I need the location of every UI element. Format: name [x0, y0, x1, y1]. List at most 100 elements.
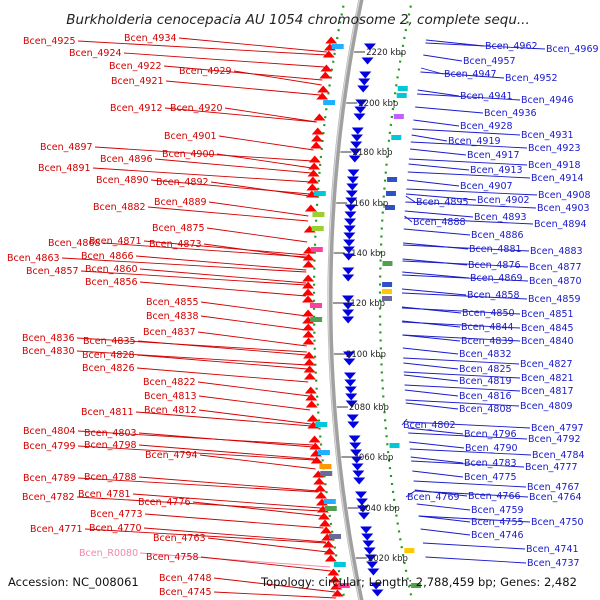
gene-label: Bcen_4941 — [460, 91, 513, 102]
gene-label: Bcen_4888 — [413, 217, 466, 228]
reverse-gene-arrow — [344, 386, 357, 394]
gene-label: Bcen_4797 — [531, 423, 584, 434]
gene-label: Bcen_4962 — [485, 41, 538, 52]
gene-label: Bcen_4881 — [469, 244, 522, 255]
leader-line — [200, 301, 307, 317]
gene-label: Bcen_4821 — [521, 373, 574, 384]
gene-label: Bcen_4830 — [22, 346, 75, 357]
reverse-gene-arrow — [349, 449, 362, 457]
reverse-gene-arrow — [343, 351, 356, 359]
leader-line — [403, 357, 520, 365]
gene-label: Bcen_4788 — [84, 472, 137, 483]
forward-gene-arrow — [319, 71, 332, 79]
map-title: Burkholderia cenocepacia AU 1054 chromos… — [66, 12, 530, 28]
leader-line — [418, 515, 471, 523]
forward-gene-arrow — [302, 274, 315, 282]
gene-features — [302, 36, 422, 597]
kbp-tick-label: 2020 kbp — [368, 554, 408, 564]
gene-label: Bcen_4839 — [461, 336, 514, 347]
leader-line — [425, 42, 546, 50]
leader-line — [402, 334, 461, 342]
reverse-gene-arrow — [342, 316, 355, 324]
leader-line — [405, 402, 459, 410]
leader-line — [403, 362, 459, 370]
kbp-ticks: 2220 kbp 2200 kbp 2180 kbp 2160 kbp 2140 kbp… — [333, 48, 408, 564]
leader-line — [165, 80, 321, 96]
leader-line — [150, 179, 310, 195]
reverse-gene-arrow — [343, 232, 356, 240]
forward-gene-arrow — [314, 484, 327, 492]
feature-box — [411, 583, 422, 588]
feature-box — [397, 86, 408, 91]
reverse-gene-arrow — [358, 78, 371, 86]
gene-label: Bcen_4758 — [146, 552, 199, 563]
reverse-gene-arrow — [367, 568, 380, 576]
gene-label: Bcen_4868 — [48, 238, 101, 249]
gene-label: Bcen_4775 — [464, 472, 517, 483]
leader-line — [80, 270, 307, 286]
gene-label: Bcen_4892 — [156, 177, 209, 188]
forward-gene-arrow — [320, 526, 333, 534]
forward-gene-arrow — [320, 64, 333, 72]
leader-line — [413, 119, 460, 127]
gene-label: Bcen_4782 — [22, 492, 75, 503]
reverse-gene-arrow — [359, 71, 372, 79]
gene-label: Bcen_4784 — [532, 450, 585, 461]
gene-label: Bcen_4886 — [471, 230, 524, 241]
forward-gene-arrow — [313, 113, 326, 121]
outer-dotted-ring — [312, 0, 346, 600]
reverse-gene-arrow — [353, 113, 366, 121]
gene-label: Bcen_4875 — [152, 223, 205, 234]
gene-label: Bcen_4822 — [143, 377, 196, 388]
leader-line — [420, 528, 471, 536]
leader-line — [415, 106, 484, 114]
gene-label: Bcen_4921 — [111, 76, 164, 87]
leader-line — [402, 321, 521, 329]
leader-line — [135, 411, 312, 427]
leader-line — [405, 193, 477, 201]
gene-label: Bcen_4891 — [38, 163, 91, 174]
gene-label: Bcen_4920 — [170, 103, 223, 114]
label-leader-lines — [61, 37, 546, 599]
leader-line — [136, 354, 308, 370]
leader-line — [154, 158, 312, 174]
forward-gene-arrow — [304, 386, 317, 394]
reverse-gene-arrow — [371, 589, 384, 597]
feature-box — [312, 212, 325, 217]
leader-line — [408, 163, 470, 171]
reverse-gene-arrow — [349, 148, 362, 156]
forward-gene-arrow — [322, 540, 335, 548]
feature-box — [310, 317, 323, 322]
feature-box — [387, 177, 398, 182]
leader-line — [423, 54, 463, 62]
leader-line — [403, 374, 459, 382]
gene-label: Bcen_4969 — [546, 44, 599, 55]
gene-label: Bcen_4771 — [30, 524, 83, 535]
gene-label: Bcen_4897 — [40, 142, 93, 153]
gene-label: Bcen_4900 — [162, 149, 215, 160]
gene-label: Bcen_4808 — [459, 404, 512, 415]
leader-line — [77, 445, 315, 461]
gene-label: Bcen_4866 — [81, 251, 134, 262]
leader-line — [178, 37, 327, 53]
leader-line — [413, 480, 527, 488]
gene-label: Bcen_4883 — [530, 246, 583, 257]
gene-label: Bcen_4783 — [464, 458, 517, 469]
gene-label: Bcen_4922 — [109, 61, 162, 72]
reverse-gene-arrow — [350, 141, 363, 149]
forward-gene-arrow — [322, 50, 335, 58]
gene-label: Bcen_4827 — [520, 359, 573, 370]
forward-gene-arrow — [310, 456, 323, 464]
feature-box — [385, 191, 396, 196]
leader-line — [407, 179, 460, 187]
genome-summary-text: Topology: circular; Length: 2,788,459 bp… — [260, 575, 577, 589]
leader-line — [407, 421, 531, 429]
leader-line — [233, 70, 322, 86]
leader-line — [401, 307, 521, 315]
forward-gene-arrow — [305, 393, 318, 401]
reverse-gene-arrow — [342, 309, 355, 317]
feature-box — [317, 450, 330, 455]
leader-line — [416, 93, 521, 101]
reverse-gene-arrow — [351, 127, 364, 135]
reverse-gene-arrow — [357, 512, 370, 520]
